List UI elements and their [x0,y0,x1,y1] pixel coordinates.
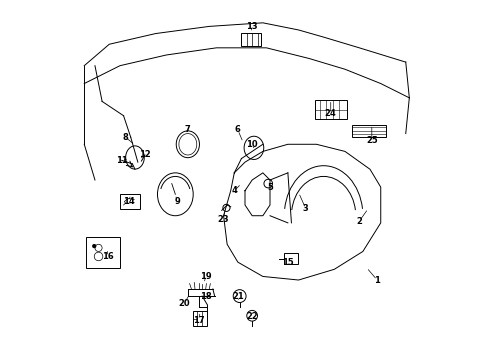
Bar [352,125,386,137]
Bar [315,100,347,119]
Text: 23: 23 [217,215,229,224]
Text: 12: 12 [139,150,151,159]
Text: 19: 19 [200,272,212,281]
Text: 1: 1 [374,275,380,284]
Bar [284,253,298,264]
Text: 24: 24 [325,109,337,118]
Text: 10: 10 [246,140,258,149]
Text: 9: 9 [174,197,180,206]
Text: 25: 25 [366,136,378,145]
Text: 3: 3 [303,204,309,213]
Text: 11: 11 [116,156,127,165]
Text: 17: 17 [193,315,204,324]
Text: 21: 21 [232,292,244,301]
Text: 6: 6 [235,126,241,135]
Bar [86,237,120,267]
Bar [120,194,140,208]
Text: 16: 16 [101,252,113,261]
Text: 13: 13 [245,22,257,31]
Text: 2: 2 [356,217,362,226]
Text: 22: 22 [246,312,258,321]
Bar [193,311,207,326]
Text: 14: 14 [123,197,135,206]
Text: 8: 8 [122,132,128,141]
Text: 18: 18 [200,292,212,301]
Text: 7: 7 [185,126,191,135]
Text: 15: 15 [282,258,294,267]
Bar [242,33,261,46]
Text: 5: 5 [267,183,273,192]
Text: 20: 20 [178,299,190,308]
Circle shape [93,245,96,248]
Text: 4: 4 [231,186,237,195]
